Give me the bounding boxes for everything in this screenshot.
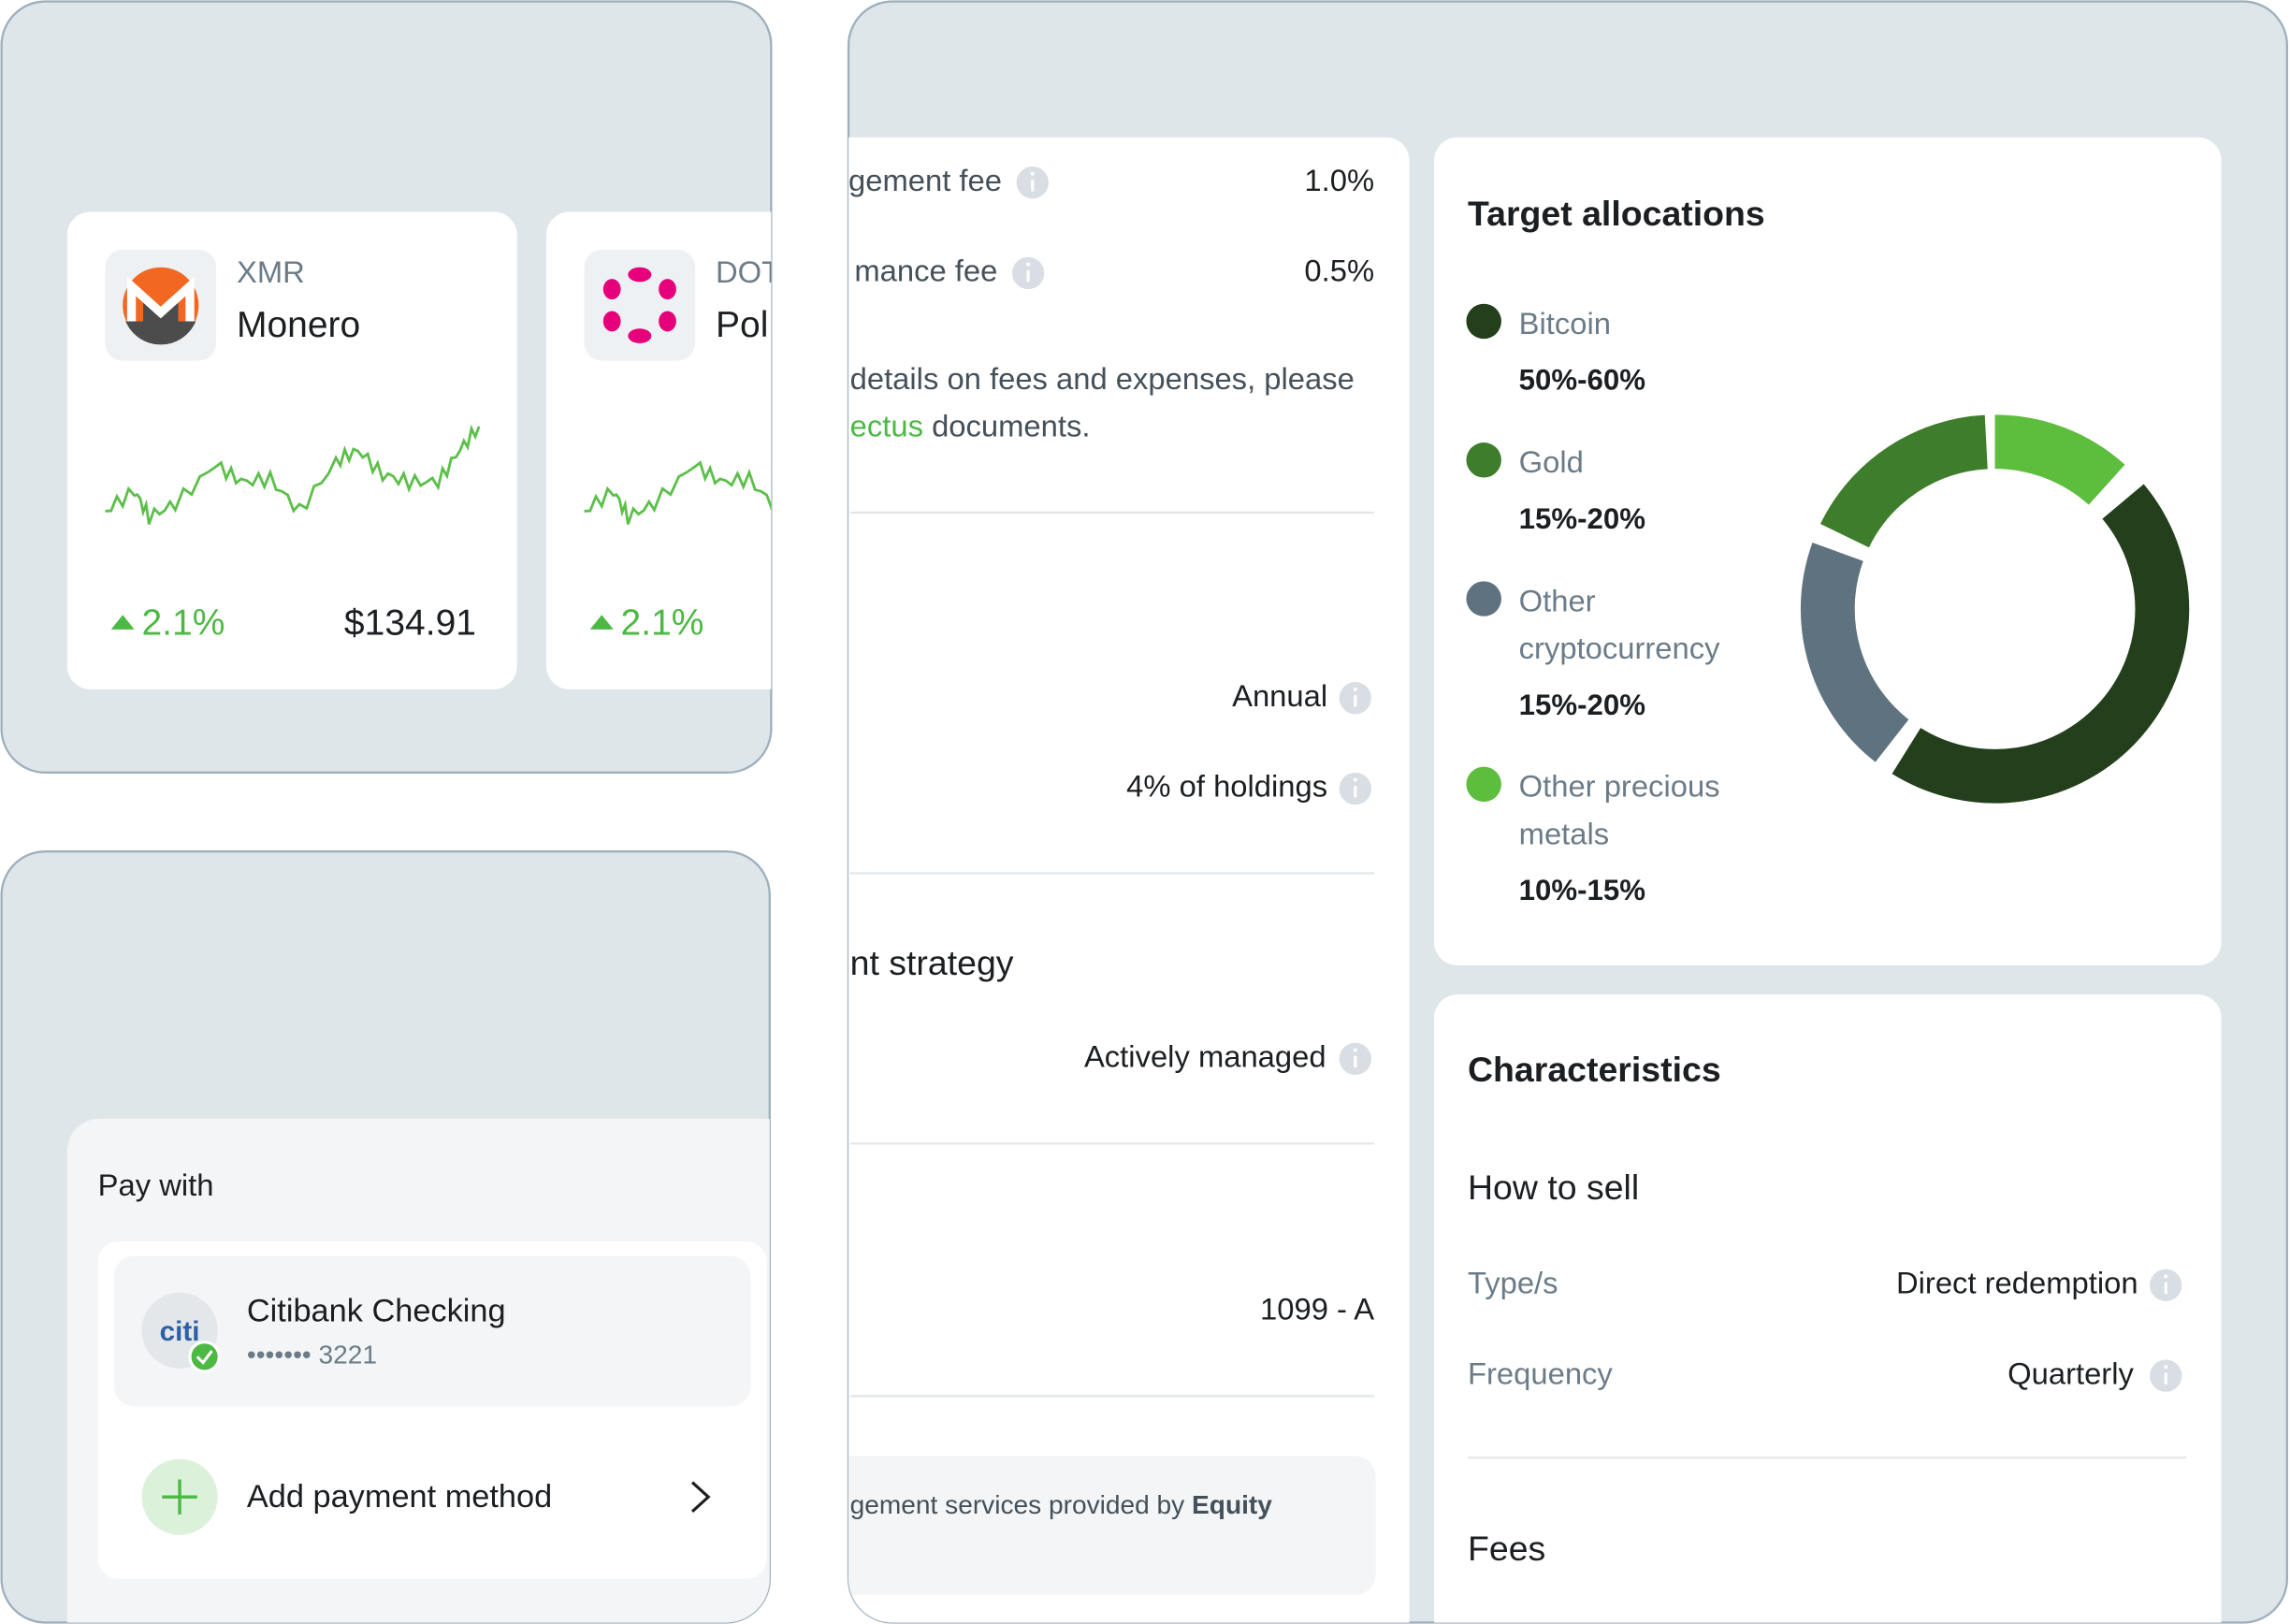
bank-logo-text: citi bbox=[160, 1316, 200, 1347]
legend-label: Bitcoin bbox=[1519, 306, 1611, 341]
row-label: Type/s bbox=[1468, 1265, 1558, 1299]
payment: Pay with citi Citibank Checking ••••••• … bbox=[66, 1118, 770, 1623]
up-arrow bbox=[589, 615, 614, 630]
ticker: XMR bbox=[237, 254, 305, 289]
info-glyph bbox=[1353, 1048, 1357, 1052]
legend-label: Other bbox=[1519, 583, 1596, 617]
add-method[interactable]: Add payment method bbox=[247, 1479, 552, 1515]
plus bbox=[162, 1479, 197, 1515]
legend-range: 50%-60% bbox=[1519, 363, 1645, 396]
note-text: documents. bbox=[923, 408, 1090, 442]
row-label: mance fee bbox=[854, 254, 997, 288]
footer-bold: Equity bbox=[1192, 1491, 1272, 1520]
info-glyph bbox=[1353, 777, 1357, 782]
characteristics-card bbox=[1434, 994, 2222, 1623]
legend-label: cryptocurrency bbox=[1519, 631, 1720, 665]
legend-dot bbox=[1466, 581, 1501, 616]
legend-label: metals bbox=[1519, 816, 1610, 850]
info-glyph bbox=[1030, 171, 1035, 176]
info-glyph bbox=[1026, 262, 1031, 267]
price: $134.91 bbox=[344, 602, 476, 643]
info-glyph bbox=[2164, 1365, 2168, 1370]
sparkline bbox=[584, 424, 772, 525]
donut-segment bbox=[1819, 414, 1989, 548]
row-value: Actively managed bbox=[1084, 1038, 1326, 1073]
link[interactable]: ectus bbox=[850, 408, 923, 442]
sparkline bbox=[105, 424, 481, 525]
chevron[interactable] bbox=[690, 1481, 711, 1513]
info-glyph bbox=[2164, 1274, 2168, 1279]
coin-name: Monero bbox=[237, 305, 360, 345]
card-title: Target allocations bbox=[1468, 194, 1765, 233]
method-name: Citibank Checking bbox=[247, 1294, 506, 1329]
legend-range: 10%-15% bbox=[1519, 874, 1645, 906]
check-badge bbox=[188, 1341, 221, 1373]
donut-segment bbox=[1800, 543, 1909, 762]
legend-dot bbox=[1466, 303, 1501, 340]
card-title: Characteristics bbox=[1468, 1050, 1721, 1089]
legend-dot bbox=[1466, 442, 1501, 478]
note: ectus documents. bbox=[850, 408, 1091, 442]
note: details on fees and expenses, please bbox=[850, 361, 1355, 396]
donut-segment bbox=[1891, 484, 2190, 804]
ticker: DOT bbox=[716, 254, 780, 289]
legend-range: 15%-20% bbox=[1519, 502, 1645, 535]
change: 2.1% bbox=[141, 602, 225, 643]
row-label: gement fee bbox=[848, 163, 1002, 197]
donut-segment bbox=[1993, 414, 2125, 506]
coin-name: Pol bbox=[716, 305, 768, 345]
section-title: nt strategy bbox=[850, 943, 1014, 982]
up-arrow bbox=[110, 615, 135, 630]
section-title: How to sell bbox=[1468, 1167, 1639, 1207]
row-value: Quarterly bbox=[2007, 1356, 2134, 1390]
legend-label: Other precious bbox=[1519, 769, 1720, 804]
row-value: 1099 - A bbox=[1260, 1292, 1374, 1327]
row-value: 4% of holdings bbox=[1126, 769, 1327, 804]
row-label: Frequency bbox=[1468, 1356, 1613, 1390]
fund-view: gement fee 1.0% mance fee 0.5% details o… bbox=[848, 137, 2222, 1623]
monero-logo-m bbox=[126, 276, 195, 322]
footer-text: gement services provided by bbox=[850, 1491, 1192, 1520]
polkadot-logo bbox=[602, 267, 676, 343]
dividers bbox=[849, 511, 1375, 1398]
check bbox=[196, 1350, 213, 1365]
change: 2.1% bbox=[621, 602, 704, 643]
row-value: Annual bbox=[1232, 678, 1327, 713]
row-value: 1.0% bbox=[1304, 163, 1374, 197]
legend-dot bbox=[1466, 766, 1501, 803]
legend-label: Gold bbox=[1519, 444, 1584, 479]
method-number: ••••••• 3221 bbox=[247, 1341, 377, 1370]
section-title: Pay with bbox=[98, 1167, 214, 1202]
coin-icon bbox=[584, 249, 696, 361]
section-title: Fees bbox=[1468, 1529, 1545, 1568]
details-card bbox=[848, 137, 1410, 1623]
row-value: Direct redemption bbox=[1896, 1265, 2138, 1299]
coin-list: XMR Monero 2.1% $134.91 DOT Pol 2.1% bbox=[66, 211, 780, 689]
info-glyph bbox=[1353, 687, 1357, 691]
footer-note: gement services provided by Equity bbox=[850, 1491, 1273, 1520]
footer-box bbox=[848, 1456, 1376, 1595]
legend-range: 15%-20% bbox=[1519, 689, 1645, 721]
method-row[interactable] bbox=[113, 1255, 751, 1407]
row-value: 0.5% bbox=[1304, 254, 1374, 288]
